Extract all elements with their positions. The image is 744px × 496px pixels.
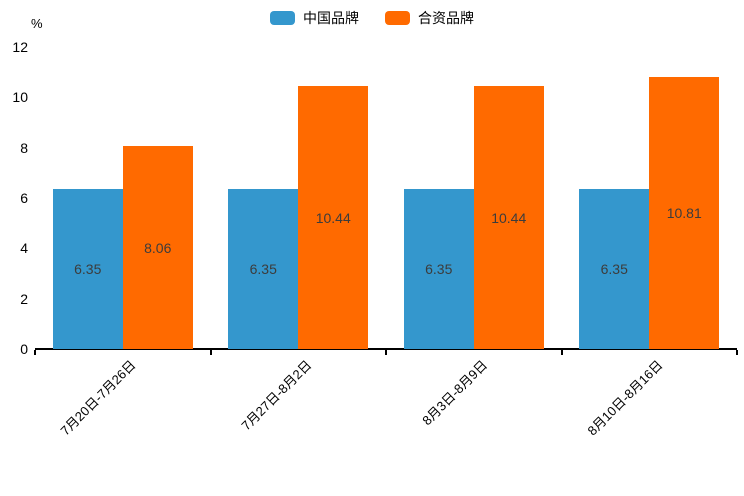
x-axis-category-label: 8月3日-8月9日 bbox=[418, 357, 490, 429]
y-axis-tick-label: 4 bbox=[20, 240, 28, 257]
x-axis-tick-mark bbox=[560, 350, 563, 355]
bar-joint-venture-brand-group3[interactable] bbox=[473, 86, 544, 349]
bar-joint-venture-brand-group1[interactable] bbox=[122, 146, 193, 349]
legend: 中国品牌 合资品牌 bbox=[0, 8, 744, 28]
bar-value-label: 6.35 bbox=[249, 261, 277, 278]
y-axis-tick-label: 2 bbox=[20, 290, 28, 307]
legend-item-china-brand[interactable]: 中国品牌 bbox=[270, 8, 359, 28]
x-axis-tick-mark bbox=[736, 350, 738, 355]
x-axis-line bbox=[35, 348, 737, 350]
x-axis-tick-mark bbox=[34, 350, 36, 355]
bar-china-brand-group1[interactable] bbox=[52, 189, 123, 349]
legend-label: 合资品牌 bbox=[418, 10, 474, 26]
y-axis-tick-label: 10 bbox=[12, 89, 28, 106]
legend-label: 中国品牌 bbox=[303, 10, 359, 26]
bar-value-label: 6.35 bbox=[74, 261, 102, 278]
legend-swatch-joint-venture-brand bbox=[385, 11, 410, 25]
y-axis-tick-label: 8 bbox=[20, 139, 28, 156]
y-axis-tick-label: 0 bbox=[20, 341, 28, 357]
bar-value-label: 10.44 bbox=[491, 209, 527, 226]
x-axis-category-label: 7月27日-8月2日 bbox=[238, 357, 315, 434]
bar-joint-venture-brand-group2[interactable] bbox=[298, 86, 369, 349]
bar-value-label: 6.35 bbox=[600, 261, 628, 278]
bar-value-label: 8.06 bbox=[144, 239, 172, 256]
legend-item-joint-venture-brand[interactable]: 合资品牌 bbox=[385, 8, 474, 28]
bar-value-label: 6.35 bbox=[425, 261, 453, 278]
bar-china-brand-group4[interactable] bbox=[579, 189, 650, 349]
bar-value-label: 10.44 bbox=[315, 209, 351, 226]
y-axis-unit-label: % bbox=[31, 16, 43, 31]
x-axis-tick-mark bbox=[209, 350, 212, 355]
legend-swatch-china-brand bbox=[270, 11, 295, 25]
y-axis-tick-label: 12 bbox=[12, 39, 28, 55]
bar-value-label: 10.81 bbox=[666, 204, 702, 221]
x-axis-category-label: 7月20日-7月26日 bbox=[57, 357, 139, 439]
bar-china-brand-group3[interactable] bbox=[403, 189, 474, 349]
x-axis-tick-mark bbox=[385, 350, 387, 355]
bar-china-brand-group2[interactable] bbox=[228, 189, 299, 349]
y-axis-tick-label: 6 bbox=[20, 190, 28, 206]
bar-joint-venture-brand-group4[interactable] bbox=[649, 76, 720, 349]
x-axis-category-label: 8月10日-8月16日 bbox=[584, 357, 666, 439]
